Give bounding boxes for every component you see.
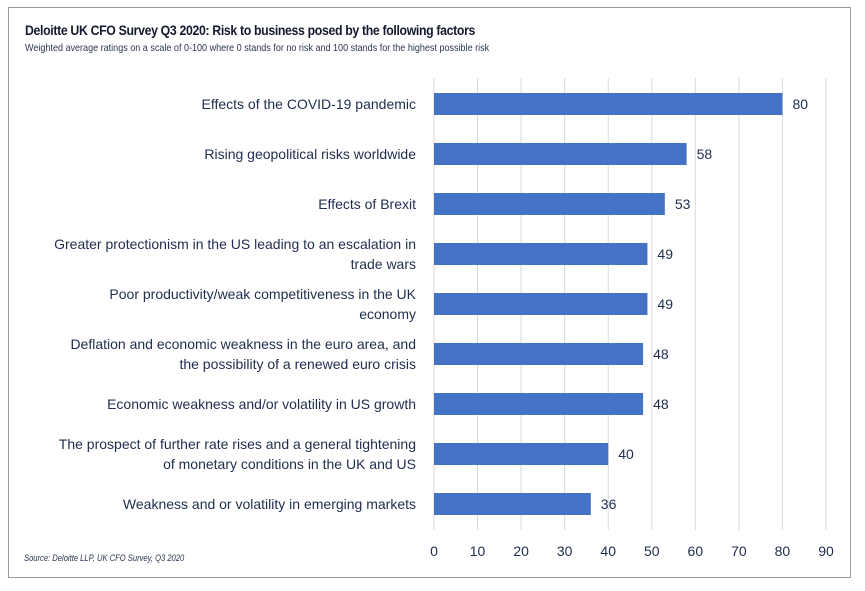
category-label: Effects of Brexit: [318, 196, 416, 212]
category-label: Rising geopolitical risks worldwide: [204, 146, 416, 162]
x-tick-label: 90: [818, 543, 834, 559]
x-tick-label: 30: [557, 543, 573, 559]
data-label: 36: [601, 496, 617, 512]
category-label: The prospect of further rate rises and a…: [59, 436, 416, 472]
x-tick-label: 80: [775, 543, 791, 559]
category-label-line: the possibility of a renewed euro crisis: [179, 356, 416, 372]
category-label-line: Weakness and or volatility in emerging m…: [123, 496, 416, 512]
data-label: 48: [653, 396, 669, 412]
chart-subtitle: Weighted average ratings on a scale of 0…: [25, 42, 490, 54]
x-tick-label: 50: [644, 543, 660, 559]
category-label-line: Rising geopolitical risks worldwide: [204, 146, 416, 162]
x-tick-label: 60: [688, 543, 704, 559]
bar: [434, 393, 644, 415]
category-label: Greater protectionism in the US leading …: [54, 236, 416, 272]
x-tick-label: 40: [600, 543, 616, 559]
category-label-line: Greater protectionism in the US leading …: [54, 236, 416, 252]
x-tick-label: 70: [731, 543, 747, 559]
chart-source: Source: Deloitte LLP, UK CFO Survey, Q3 …: [24, 553, 185, 564]
bar: [434, 93, 783, 115]
category-label-line: of monetary conditions in the UK and US: [163, 456, 416, 472]
data-label: 40: [618, 446, 634, 462]
data-label: 48: [653, 346, 669, 362]
x-tick-label: 0: [430, 543, 438, 559]
category-label: Weakness and or volatility in emerging m…: [123, 496, 416, 512]
chart-title: Deloitte UK CFO Survey Q3 2020: Risk to …: [25, 22, 476, 38]
category-label: Economic weakness and/or volatility in U…: [107, 396, 416, 412]
data-label: 80: [792, 96, 808, 112]
category-label: Poor productivity/weak competitiveness i…: [109, 286, 416, 322]
bar: [434, 493, 591, 515]
category-label-line: Effects of Brexit: [318, 196, 416, 212]
category-label-line: economy: [359, 306, 416, 322]
category-label-line: Effects of the COVID-19 pandemic: [201, 96, 416, 112]
bar: [434, 243, 648, 265]
category-label-line: Economic weakness and/or volatility in U…: [107, 396, 416, 412]
bar: [434, 293, 648, 315]
category-label-line: Poor productivity/weak competitiveness i…: [109, 286, 416, 302]
category-label: Deflation and economic weakness in the e…: [70, 336, 416, 372]
bar: [434, 343, 644, 365]
data-label: 49: [657, 246, 673, 262]
bar: [434, 193, 665, 215]
chart-frame: [8, 7, 851, 578]
category-label-line: The prospect of further rate rises and a…: [59, 436, 416, 452]
bar: [434, 143, 687, 165]
data-label: 49: [657, 296, 673, 312]
category-label: Effects of the COVID-19 pandemic: [201, 96, 416, 112]
category-label-line: Deflation and economic weakness in the e…: [70, 336, 416, 352]
data-label: 53: [675, 196, 691, 212]
category-label-line: trade wars: [351, 256, 416, 272]
x-tick-label: 10: [470, 543, 486, 559]
data-label: 58: [697, 146, 713, 162]
x-tick-label: 20: [513, 543, 529, 559]
bar: [434, 443, 609, 465]
